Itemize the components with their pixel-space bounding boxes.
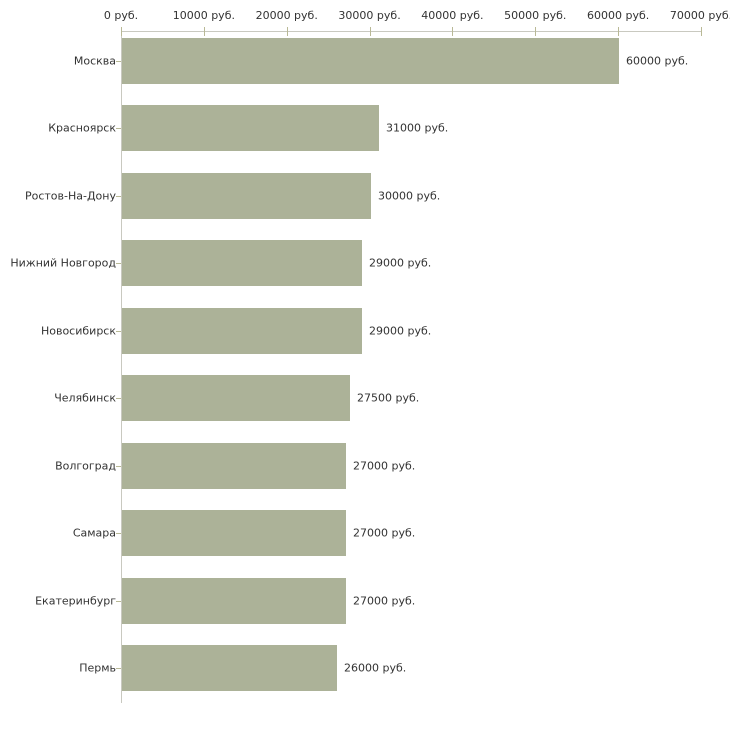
- y-axis-tick: [116, 128, 121, 129]
- x-axis-tick: [121, 27, 122, 36]
- x-axis-tick: [369, 27, 371, 36]
- x-axis-tick-label: 10000 руб.: [172, 9, 235, 22]
- y-axis-line: [121, 31, 122, 703]
- y-axis-tick: [116, 533, 121, 534]
- y-axis-tick: [116, 196, 121, 197]
- y-axis-tick: [116, 601, 121, 602]
- x-axis-tick: [203, 27, 205, 36]
- bar[interactable]: [122, 308, 362, 354]
- x-axis-tick-label: 20000 руб.: [255, 9, 318, 22]
- y-axis-tick: [116, 668, 121, 669]
- category-label: Челябинск: [54, 391, 116, 405]
- category-label: Самара: [72, 526, 116, 540]
- bar-value-label: 27000 руб.: [353, 459, 416, 473]
- x-axis-tick-label: 60000 руб.: [587, 9, 650, 22]
- category-label: Волгоград: [55, 459, 116, 473]
- bar-value-label: 29000 руб.: [369, 256, 432, 270]
- x-axis-tick-label: 30000 руб.: [338, 9, 401, 22]
- bar-value-label: 26000 руб.: [344, 661, 407, 675]
- category-label: Новосибирск: [40, 324, 116, 338]
- category-label: Москва: [73, 54, 116, 68]
- bar[interactable]: [122, 578, 346, 624]
- y-axis-tick: [116, 398, 121, 399]
- x-axis-tick: [452, 27, 454, 36]
- category-label: Нижний Новгород: [10, 256, 116, 270]
- bar[interactable]: [122, 38, 619, 84]
- bar-value-label: 27500 руб.: [357, 391, 420, 405]
- category-label: Красноярск: [48, 121, 116, 135]
- bar-value-label: 27000 руб.: [353, 526, 416, 540]
- y-axis-tick: [116, 263, 121, 264]
- x-axis-line: [121, 31, 702, 32]
- bar-value-label: 30000 руб.: [378, 189, 441, 203]
- bar[interactable]: [122, 443, 346, 489]
- bar[interactable]: [122, 240, 362, 286]
- bar[interactable]: [122, 375, 350, 421]
- x-axis-tick-label: 0 руб.: [103, 9, 139, 22]
- x-axis-tick-label: 50000 руб.: [504, 9, 567, 22]
- bar-value-label: 29000 руб.: [369, 324, 432, 338]
- x-axis-tick: [701, 27, 702, 36]
- bar-value-label: 31000 руб.: [386, 121, 449, 135]
- bar[interactable]: [122, 645, 337, 691]
- x-axis-tick: [618, 27, 620, 36]
- y-axis-tick: [116, 331, 121, 332]
- bar-value-label: 60000 руб.: [626, 54, 689, 68]
- bar[interactable]: [122, 510, 346, 556]
- bar[interactable]: [122, 173, 371, 219]
- x-axis-tick-label: 70000 руб.: [669, 9, 730, 22]
- y-axis-tick: [116, 466, 121, 467]
- x-axis-tick-label: 40000 руб.: [421, 9, 484, 22]
- category-label: Ростов-На-Дону: [24, 189, 116, 203]
- y-axis-tick: [116, 61, 121, 62]
- bar-value-label: 27000 руб.: [353, 594, 416, 608]
- bar[interactable]: [122, 105, 379, 151]
- x-axis-tick: [286, 27, 288, 36]
- x-axis-tick: [535, 27, 537, 36]
- category-label: Екатеринбург: [35, 594, 116, 608]
- category-label: Пермь: [79, 661, 116, 675]
